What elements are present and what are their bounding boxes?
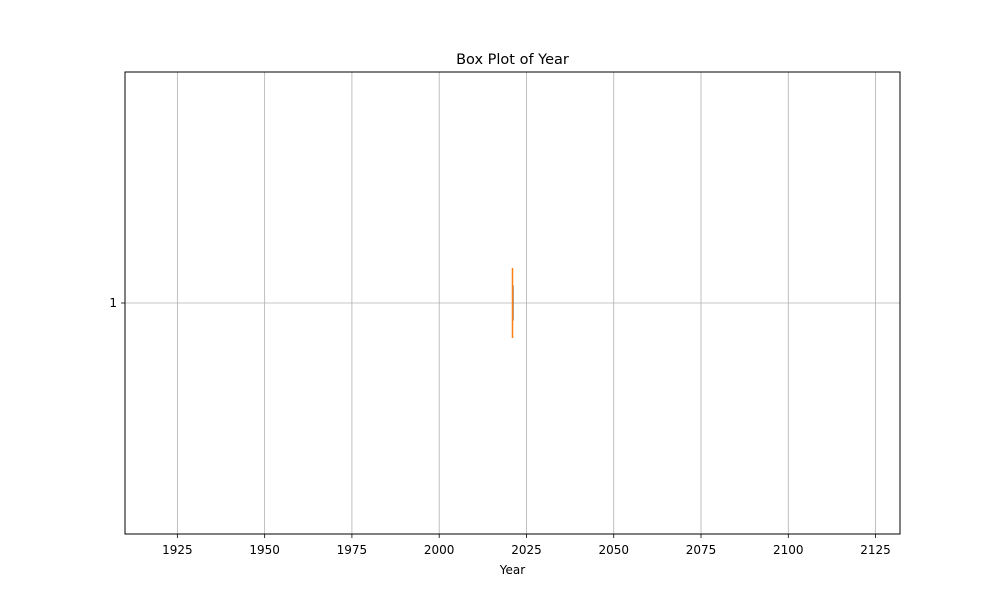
box-layer [511, 268, 514, 338]
grid-lines [125, 72, 900, 534]
x-tick-label: 2050 [598, 543, 629, 557]
y-axis-ticks: 1 [109, 296, 125, 310]
y-tick-label: 1 [109, 296, 117, 310]
x-tick-label: 2125 [860, 543, 891, 557]
x-tick-label: 1975 [337, 543, 368, 557]
chart-title: Box Plot of Year [456, 52, 569, 68]
x-tick-label: 2075 [686, 543, 717, 557]
x-tick-label: 2000 [424, 543, 455, 557]
x-tick-label: 2025 [511, 543, 542, 557]
x-tick-label: 2100 [773, 543, 804, 557]
x-tick-label: 1925 [162, 543, 193, 557]
x-tick-label: 1950 [249, 543, 280, 557]
x-axis-ticks: 1925 1950 1975 2000 2025 2050 2075 2100 2125 [162, 534, 891, 557]
x-axis-title: Year [499, 563, 525, 577]
